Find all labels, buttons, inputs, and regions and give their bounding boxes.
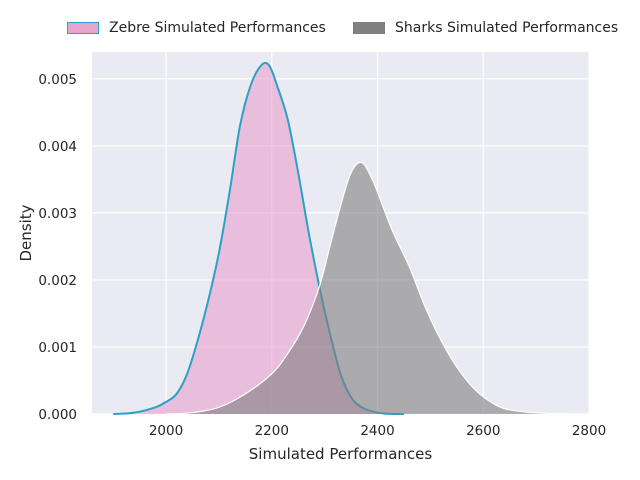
y-axis-label: Density <box>17 204 35 261</box>
legend-label-zebre: Zebre Simulated Performances <box>109 20 326 36</box>
legend-item-sharks: Sharks Simulated Performances <box>353 20 618 36</box>
y-tick-label: 0.004 <box>38 139 77 155</box>
y-tick-label: 0.005 <box>38 72 77 88</box>
series-group <box>113 61 568 416</box>
x-tick-label: 2000 <box>149 423 183 439</box>
legend-item-zebre: Zebre Simulated Performances <box>67 20 326 36</box>
legend-swatch-sharks <box>353 22 385 34</box>
y-tick-label: 0.002 <box>38 273 77 289</box>
y-tick-label: 0.000 <box>38 407 77 423</box>
legend-label-sharks: Sharks Simulated Performances <box>395 20 619 36</box>
x-tick-label: 2200 <box>255 423 289 439</box>
x-tick-label: 2800 <box>572 423 606 439</box>
y-tick-label: 0.003 <box>38 206 77 222</box>
y-tick-label: 0.001 <box>38 340 77 356</box>
legend: Zebre Simulated Performances Sharks Simu… <box>0 20 640 42</box>
x-axis-label: Simulated Performances <box>249 445 433 463</box>
legend-swatch-zebre <box>67 22 99 34</box>
x-tick-label: 2400 <box>360 423 394 439</box>
density-line-sharks <box>165 161 568 415</box>
tick-labels: 2000 2200 2400 2600 2800 0.000 0.001 0.002 0.003… <box>38 72 606 439</box>
x-tick-label: 2600 <box>466 423 500 439</box>
density-area-sharks <box>166 162 568 414</box>
density-area-zebre <box>113 62 404 415</box>
